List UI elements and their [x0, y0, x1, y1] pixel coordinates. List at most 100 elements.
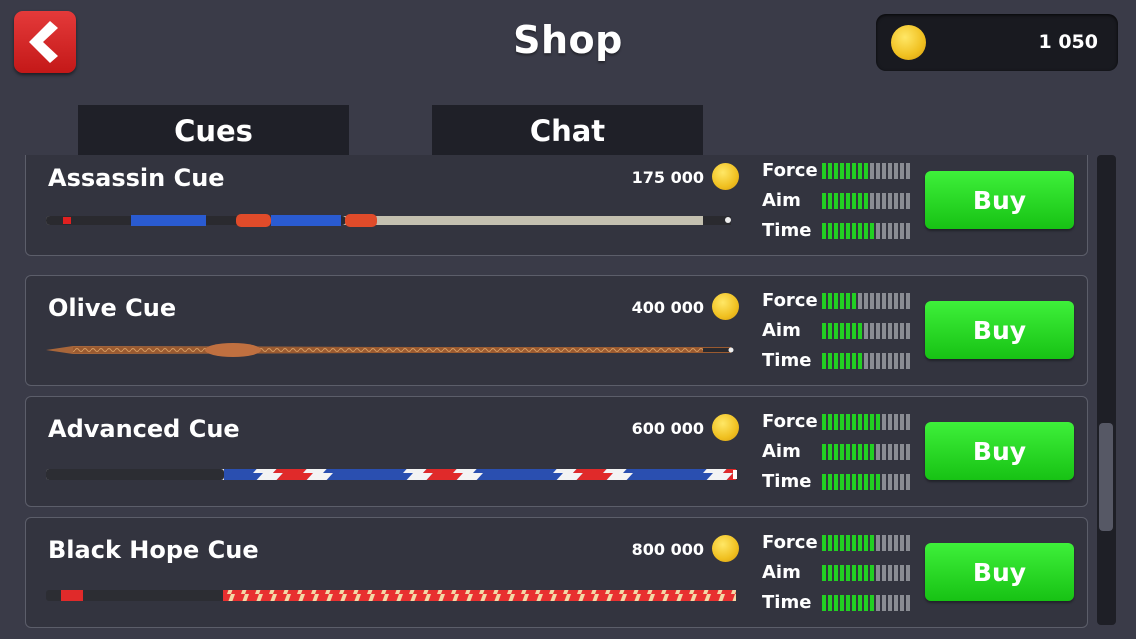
stat-segment	[870, 414, 874, 430]
coin-icon	[712, 414, 739, 441]
stat-segment	[840, 535, 844, 551]
stat-segment	[834, 353, 838, 369]
stat-segment	[900, 595, 904, 611]
stat-segment	[906, 193, 910, 209]
stat-segment	[882, 474, 886, 490]
stat-segment	[900, 193, 904, 209]
stat-segment	[900, 565, 904, 581]
buy-button[interactable]: Buy	[925, 171, 1074, 229]
stat-segment	[858, 565, 862, 581]
stat-segment	[840, 163, 844, 179]
stat-segment	[894, 323, 898, 339]
stat-segment	[882, 293, 886, 309]
stat-segment	[822, 565, 826, 581]
time-label: Time	[762, 220, 812, 241]
stat-segment	[822, 193, 826, 209]
stat-segment	[864, 223, 868, 239]
stat-segment	[840, 444, 844, 460]
aim-bar	[822, 323, 912, 339]
stat-segment	[870, 293, 874, 309]
stat-segment	[858, 293, 862, 309]
stat-segment	[876, 353, 880, 369]
stat-segment	[894, 595, 898, 611]
force-bar	[822, 293, 912, 309]
stat-segment	[906, 163, 910, 179]
stat-segment	[906, 535, 910, 551]
coin-icon	[712, 293, 739, 320]
cue-name: Black Hope Cue	[48, 536, 259, 564]
stat-segment	[900, 353, 904, 369]
stat-segment	[858, 193, 862, 209]
stat-segment	[828, 193, 832, 209]
stat-segment	[882, 323, 886, 339]
stat-segment	[834, 595, 838, 611]
stat-segment	[834, 193, 838, 209]
cue-list: Assassin Cue 175 000 Force Aim Time Buy …	[0, 155, 1136, 639]
buy-button[interactable]: Buy	[925, 301, 1074, 359]
stat-segment	[846, 193, 850, 209]
stat-segment	[846, 293, 850, 309]
stat-segment	[870, 193, 874, 209]
tab-chat[interactable]: Chat	[432, 105, 703, 155]
tab-cues[interactable]: Cues	[78, 105, 349, 155]
stat-segment	[834, 565, 838, 581]
back-arrow-icon	[29, 21, 58, 63]
coin-icon	[712, 163, 739, 190]
stat-segment	[828, 353, 832, 369]
stat-segment	[828, 565, 832, 581]
stat-segment	[852, 193, 856, 209]
stat-segment	[888, 193, 892, 209]
stat-segment	[834, 163, 838, 179]
stat-segment	[858, 595, 862, 611]
stat-segment	[900, 163, 904, 179]
cue-card-black-hope: Black Hope Cue 800 000 Force Aim Time Bu…	[25, 517, 1088, 628]
stat-segment	[822, 323, 826, 339]
force-label: Force	[762, 532, 818, 553]
buy-button[interactable]: Buy	[925, 543, 1074, 601]
time-bar	[822, 474, 912, 490]
back-button[interactable]	[14, 11, 76, 73]
cue-price: 600 000	[631, 419, 704, 438]
stat-segment	[882, 223, 886, 239]
stat-segment	[822, 293, 826, 309]
stat-segment	[900, 474, 904, 490]
stat-segment	[864, 414, 868, 430]
cue-name: Advanced Cue	[48, 415, 240, 443]
stat-segment	[900, 323, 904, 339]
time-label: Time	[762, 471, 812, 492]
stat-segment	[882, 414, 886, 430]
stat-segment	[888, 323, 892, 339]
buy-button[interactable]: Buy	[925, 422, 1074, 480]
stat-segment	[840, 595, 844, 611]
stat-segment	[858, 163, 862, 179]
stat-segment	[888, 223, 892, 239]
stat-segment	[846, 414, 850, 430]
coin-icon	[891, 25, 926, 60]
stat-segment	[846, 223, 850, 239]
force-label: Force	[762, 290, 818, 311]
stat-segment	[882, 535, 886, 551]
stat-segment	[822, 444, 826, 460]
stat-segment	[900, 535, 904, 551]
scrollbar-thumb[interactable]	[1099, 423, 1113, 531]
coin-balance: 1 050	[876, 14, 1118, 71]
stat-segment	[834, 223, 838, 239]
stat-segment	[888, 535, 892, 551]
stat-segment	[840, 223, 844, 239]
cue-card-advanced: Advanced Cue 600 000 Force Aim Time Buy	[25, 396, 1088, 507]
stat-segment	[840, 414, 844, 430]
aim-label: Aim	[762, 320, 801, 341]
stat-segment	[822, 163, 826, 179]
stat-segment	[864, 163, 868, 179]
stat-segment	[894, 353, 898, 369]
stat-segment	[858, 474, 862, 490]
stat-segment	[852, 535, 856, 551]
cue-price: 175 000	[631, 168, 704, 187]
cue-price: 400 000	[631, 298, 704, 317]
stat-segment	[882, 595, 886, 611]
scrollbar[interactable]	[1097, 155, 1116, 625]
time-label: Time	[762, 350, 812, 371]
stat-segment	[852, 323, 856, 339]
stat-segment	[906, 323, 910, 339]
stat-segment	[870, 595, 874, 611]
